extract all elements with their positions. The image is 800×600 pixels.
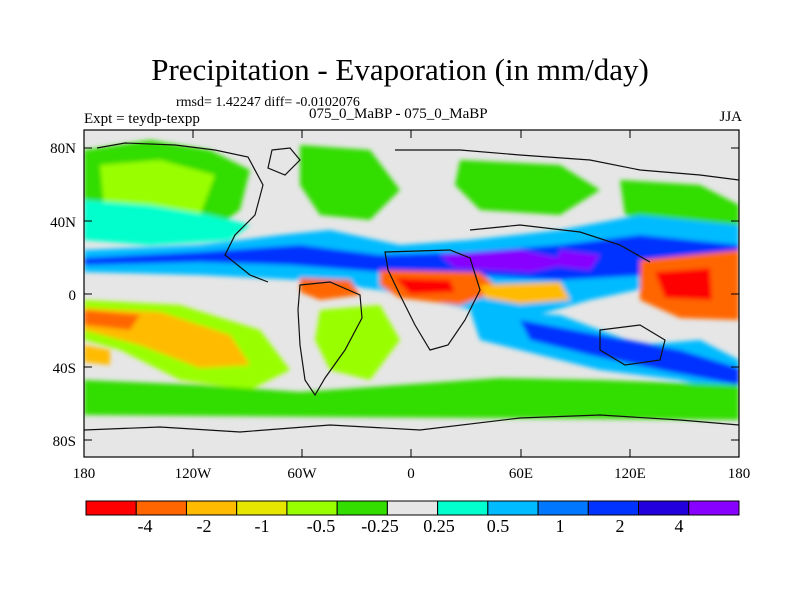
- colorbar-label-7: 0.5: [486, 516, 510, 536]
- field-region-africa-dry-core: [395, 278, 455, 294]
- colorbar-label-3: -1: [254, 516, 270, 536]
- lat-label-40n: 40N: [50, 215, 76, 231]
- colorbar-box-5: [286, 500, 338, 516]
- lon-label-60w: 60W: [287, 466, 317, 482]
- lat-label-80s: 80S: [52, 434, 76, 450]
- lat-label-80n: 80N: [50, 141, 76, 157]
- lon-label-180w: 180: [72, 466, 96, 482]
- lon-label-120w: 120W: [174, 466, 212, 482]
- coastlines: [84, 142, 739, 433]
- colorbar-box-10: [537, 500, 589, 516]
- lon-label-180e: 180: [727, 466, 751, 482]
- colorbar-box-2: [135, 500, 187, 516]
- field-region-bay-max: [555, 250, 600, 270]
- colorbar-box-11: [587, 500, 640, 516]
- field-region-monsoon-max: [440, 250, 580, 272]
- colorbar-box-7: [386, 500, 439, 516]
- colorbar-box-9: [487, 500, 539, 516]
- field-region-arabia-dry: [480, 282, 570, 304]
- lon-label-0: 0: [407, 466, 415, 482]
- field-region-sio-core: [520, 320, 739, 385]
- lon-label-60e: 60E: [508, 466, 534, 482]
- season-label: JJA: [719, 109, 742, 125]
- field-region-itcz-core: [84, 235, 739, 280]
- lat-label-0: 0: [68, 288, 77, 304]
- colorbar-label-8: 1: [555, 516, 565, 536]
- field-region-wpac-dry-core: [655, 268, 712, 300]
- field-region-spac-west: [84, 345, 110, 365]
- field-region-natl-wet: [300, 145, 400, 220]
- colorbar-box-4: [236, 500, 288, 516]
- coastline-australia: [599, 324, 666, 366]
- field-region-southern-ocean: [84, 378, 739, 420]
- colorbar-label-5: -0.25: [361, 516, 399, 536]
- colorbar-box-13: [688, 500, 740, 516]
- colorbar-box-12: [638, 500, 690, 516]
- experiment-label: Expt = teydp-texpp: [84, 111, 200, 127]
- coastline-north-america: [96, 142, 269, 283]
- precip-field: [84, 130, 739, 457]
- field-region-spac-dry-core: [84, 310, 140, 330]
- colorbar: [85, 500, 740, 516]
- colorbar-box-8: [437, 500, 489, 516]
- plot-title: Precipitation - Evaporation (in mm/day): [151, 52, 649, 87]
- colorbar-label-2: -2: [196, 516, 212, 536]
- case-label: 075_0_MaBP - 075_0_MaBP: [309, 106, 488, 122]
- colorbar-label-6: 0.25: [423, 516, 455, 536]
- lat-label-40s: 40S: [52, 361, 76, 377]
- colorbar-box-6: [336, 500, 388, 516]
- colorbar-label-10: 4: [674, 516, 684, 536]
- colorbar-box-1: [85, 500, 137, 516]
- colorbar-box-3: [185, 500, 238, 516]
- lon-label-120e: 120E: [614, 466, 646, 482]
- colorbar-label-4: -0.5: [306, 516, 336, 536]
- coastline-antarctica: [84, 414, 739, 433]
- colorbar-label-1: -4: [137, 516, 153, 536]
- field-region-cyan-north: [84, 200, 250, 245]
- coastline-greenland: [267, 147, 301, 176]
- field-region-eurasia-wet: [455, 160, 600, 215]
- axis-ticks: [84, 130, 739, 457]
- stats-line: rmsd= 1.42247 diff= -0.0102076: [176, 95, 360, 110]
- coastline-south-america: [297, 281, 363, 397]
- coastline-africa: [384, 249, 481, 351]
- coastline-eurasia: [395, 149, 739, 263]
- colorbar-label-9: 2: [615, 516, 625, 536]
